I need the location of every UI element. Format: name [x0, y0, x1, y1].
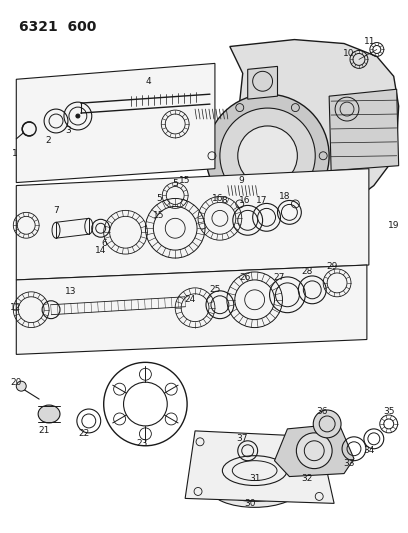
Polygon shape — [16, 265, 367, 354]
Text: 13: 13 — [65, 287, 77, 296]
Text: 15: 15 — [153, 211, 164, 220]
Text: 32: 32 — [302, 474, 313, 483]
Polygon shape — [248, 67, 277, 99]
Text: 5: 5 — [156, 194, 162, 203]
Text: 9: 9 — [239, 176, 245, 185]
Text: 18: 18 — [279, 192, 290, 201]
Text: 22: 22 — [78, 430, 89, 438]
Circle shape — [313, 410, 341, 438]
Text: 16: 16 — [239, 196, 251, 205]
Text: 35: 35 — [383, 407, 395, 416]
Text: 12: 12 — [10, 303, 21, 312]
Text: 1: 1 — [12, 149, 18, 158]
Circle shape — [206, 94, 329, 217]
Text: 34: 34 — [363, 446, 375, 455]
Polygon shape — [185, 431, 334, 503]
Text: 26: 26 — [239, 273, 251, 282]
Text: 6321  600: 6321 600 — [19, 20, 97, 34]
Text: 31: 31 — [249, 474, 260, 483]
Text: 16: 16 — [212, 194, 224, 203]
Ellipse shape — [38, 405, 60, 423]
Text: 3: 3 — [65, 126, 71, 135]
Text: 23: 23 — [137, 439, 148, 448]
Circle shape — [220, 108, 315, 204]
Circle shape — [76, 114, 80, 118]
Text: 20: 20 — [11, 378, 22, 387]
Text: 25: 25 — [209, 285, 221, 294]
Ellipse shape — [210, 470, 299, 507]
Polygon shape — [275, 424, 354, 477]
Text: 8: 8 — [221, 196, 227, 205]
Text: 17: 17 — [256, 196, 267, 205]
Text: 10: 10 — [343, 49, 355, 58]
Polygon shape — [16, 168, 369, 280]
Text: 24: 24 — [184, 295, 196, 304]
Text: 36: 36 — [317, 407, 328, 416]
Text: 11: 11 — [364, 37, 376, 46]
Text: 33: 33 — [343, 459, 355, 468]
Text: 28: 28 — [302, 268, 313, 277]
Ellipse shape — [221, 475, 288, 502]
Text: 37: 37 — [236, 434, 248, 443]
Text: 5: 5 — [172, 179, 178, 188]
Text: 6: 6 — [102, 239, 108, 248]
Text: 21: 21 — [38, 426, 50, 435]
Text: 29: 29 — [326, 262, 338, 271]
Polygon shape — [16, 63, 215, 183]
Polygon shape — [230, 39, 399, 215]
Text: 2: 2 — [45, 136, 51, 146]
Text: 19: 19 — [388, 221, 399, 230]
Text: 15: 15 — [180, 176, 191, 185]
Text: 14: 14 — [95, 246, 106, 255]
Circle shape — [296, 433, 332, 469]
Text: 30: 30 — [244, 499, 255, 508]
Circle shape — [238, 126, 297, 185]
Text: 27: 27 — [274, 273, 285, 282]
Circle shape — [16, 381, 26, 391]
Text: 4: 4 — [146, 77, 151, 86]
Text: 7: 7 — [53, 206, 59, 215]
Polygon shape — [329, 89, 399, 171]
